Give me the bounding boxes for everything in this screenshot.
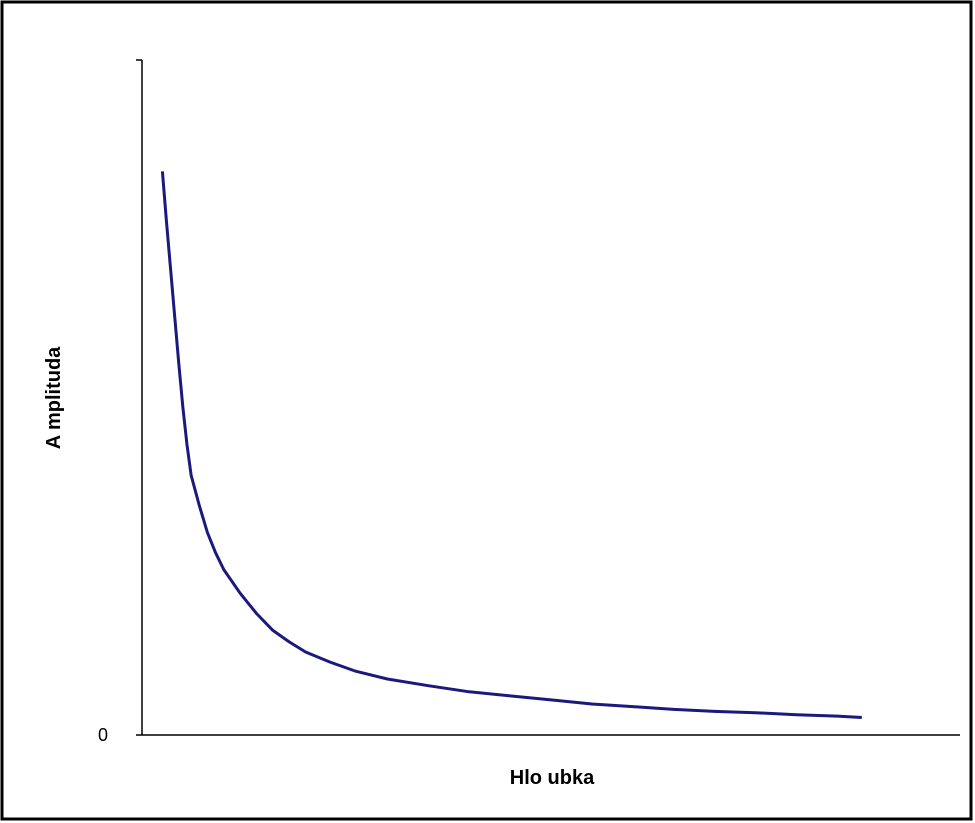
axes <box>136 59 960 736</box>
y-axis-title: A mplituda <box>43 346 65 449</box>
series-layer <box>160 171 862 719</box>
y-tick-label-zero: 0 <box>98 725 108 745</box>
x-axis-title: Hlo ubka <box>510 767 595 789</box>
series-line-0 <box>160 171 862 719</box>
